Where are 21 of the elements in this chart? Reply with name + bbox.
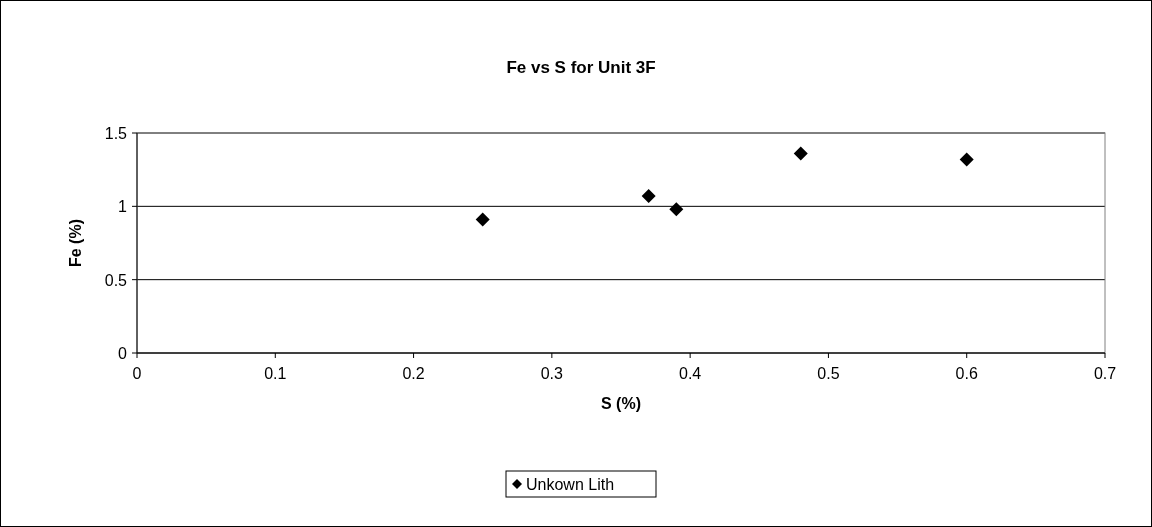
- point: [641, 189, 656, 204]
- x-tick-label: 0: [132, 365, 142, 382]
- y-tick-label: 1.5: [104, 125, 128, 142]
- point: [793, 146, 808, 161]
- y-axis-title: Fe (%): [67, 219, 84, 267]
- x-axis-title: S (%): [601, 395, 641, 412]
- x-tick-label: 0.3: [540, 365, 564, 382]
- y-tick-label: 0: [118, 345, 128, 362]
- x-tick-label: 0.7: [1093, 365, 1117, 382]
- point: [959, 152, 974, 167]
- x-tick-label: 0.5: [817, 365, 840, 382]
- point: [669, 202, 684, 217]
- y-tick-label: 0.5: [104, 271, 128, 289]
- point: [475, 212, 490, 227]
- legend-label: Unkown Lith: [526, 476, 615, 493]
- chart-title: Fe vs S for Unit 3F: [506, 58, 656, 77]
- x-tick-label: 0.4: [679, 365, 702, 382]
- x-tick-label: 0.2: [402, 365, 425, 382]
- x-tick-label: 0.6: [955, 365, 978, 382]
- x-tick-label: 0.1: [264, 365, 287, 382]
- y-tick-label: 1: [118, 198, 128, 216]
